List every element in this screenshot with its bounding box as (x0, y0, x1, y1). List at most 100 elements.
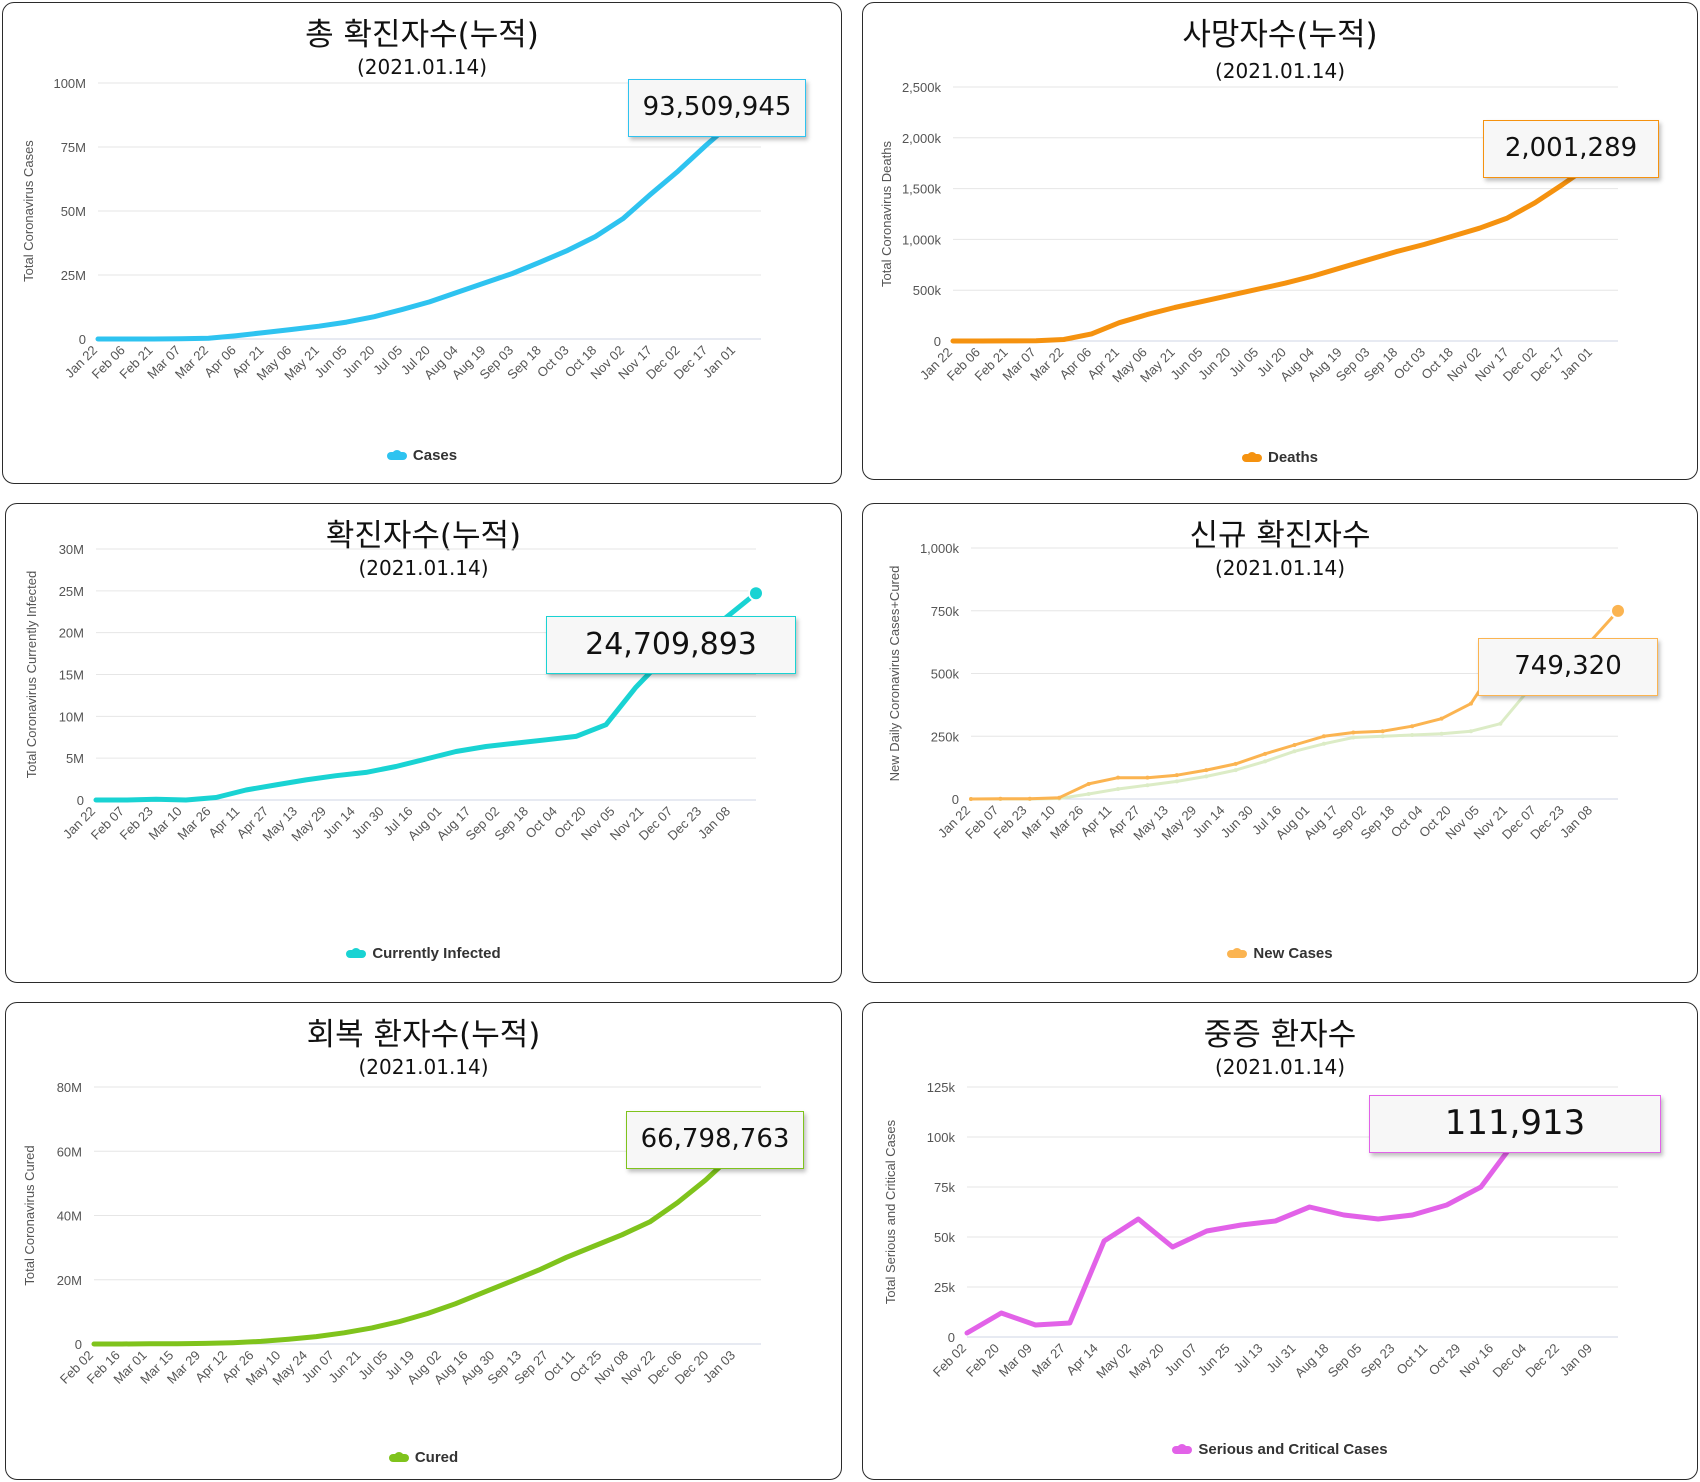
y-tick-label: 500k (931, 667, 960, 682)
data-point (1422, 242, 1427, 247)
data-point (510, 271, 515, 276)
data-point (1034, 338, 1039, 343)
y-tick-label: 15M (59, 668, 84, 683)
chart-date: (2021.01.14) (1214, 59, 1346, 83)
data-point (1341, 1213, 1346, 1217)
legend-swatch (346, 948, 367, 959)
x-tick-label: Feb 20 (963, 1341, 1002, 1380)
data-point (1200, 299, 1205, 304)
x-tick-label: Mar 27 (1029, 1341, 1068, 1380)
chart-title: 회복 환자수(누적) (306, 1017, 541, 1053)
data-point (454, 749, 458, 754)
y-tick-label: 750k (931, 604, 960, 619)
data-point (1439, 716, 1444, 721)
data-point (397, 1319, 402, 1324)
data-point (175, 1341, 180, 1346)
data-point (1478, 1185, 1483, 1189)
data-point (1444, 1203, 1449, 1207)
data-point (334, 773, 338, 778)
chart-legend[interactable]: New Cases (863, 945, 1697, 962)
data-point (1116, 786, 1121, 791)
chart-legend[interactable]: Currently Infected (6, 945, 841, 962)
data-point (286, 1337, 291, 1342)
data-point (1170, 1245, 1175, 1249)
y-axis-label: Total Coronavirus Cured (22, 1145, 37, 1285)
x-tick-label: Sep 05 (1325, 1341, 1365, 1381)
data-point (481, 1290, 486, 1295)
x-tick-label: Jun 25 (1194, 1341, 1232, 1379)
chart-legend[interactable]: Deaths (863, 449, 1697, 466)
data-point (274, 782, 278, 787)
legend-label: Serious and Critical Cases (1198, 1441, 1388, 1458)
data-point (1136, 1217, 1141, 1221)
y-axis-label: Total Serious and Critical Cases (883, 1119, 898, 1304)
x-tick-label: Dec 22 (1522, 1341, 1562, 1381)
chart-legend[interactable]: Cases (3, 447, 841, 464)
data-point (119, 1342, 124, 1346)
chart-legend[interactable]: Cured (6, 1449, 841, 1466)
x-tick-label: Jan 09 (1557, 1341, 1595, 1379)
y-tick-label: 1,500k (902, 182, 942, 197)
data-point (1027, 796, 1032, 801)
y-tick-label: 0 (948, 1330, 955, 1345)
x-tick-label: May 02 (1093, 1341, 1134, 1382)
data-point (1477, 226, 1482, 231)
data-point (634, 685, 638, 690)
data-point (1204, 1229, 1209, 1233)
x-tick-label: Jul 05 (370, 343, 405, 378)
y-axis-label: Total Coronavirus Deaths (879, 141, 894, 287)
data-point (1351, 730, 1356, 735)
chart-date: (2021.01.14) (358, 1055, 489, 1079)
data-point (1117, 320, 1122, 325)
data-point (1263, 751, 1268, 756)
data-point (1311, 273, 1316, 278)
highlight-marker[interactable] (748, 585, 764, 602)
data-point (969, 797, 973, 801)
data-point (1086, 791, 1091, 796)
data-point (147, 1341, 152, 1346)
data-point (538, 260, 542, 265)
chart-title: 확진자수(누적) (325, 518, 522, 554)
data-point (289, 327, 294, 332)
x-tick-label: Oct 11 (1393, 1341, 1430, 1378)
data-point (123, 337, 128, 341)
legend-swatch (386, 450, 407, 461)
chart-legend[interactable]: Serious and Critical Cases (863, 1441, 1697, 1458)
data-point (1033, 1323, 1038, 1327)
y-tick-label: 0 (79, 332, 86, 347)
data-point (514, 741, 518, 746)
data-point (234, 333, 239, 338)
data-point (1366, 257, 1371, 262)
data-point (1228, 293, 1233, 298)
data-point (1086, 781, 1091, 786)
y-tick-label: 40M (57, 1209, 82, 1224)
data-point (1102, 1239, 1107, 1243)
data-point (1292, 749, 1297, 754)
chart-date: (2021.01.14) (1214, 556, 1346, 580)
y-axis-label: New Daily Coronavirus Cases+Cured (887, 566, 902, 782)
y-tick-label: 20M (59, 626, 84, 641)
data-point (1233, 761, 1238, 766)
data-point (1380, 729, 1385, 734)
data-point (564, 1255, 569, 1260)
data-point (151, 337, 156, 341)
y-tick-label: 125k (927, 1080, 956, 1095)
y-tick-label: 10M (59, 709, 84, 724)
x-tick-label: Jul 13 (1231, 1341, 1266, 1376)
chart-panel-total-cases: 총 확진자수(누적) (2021.01.14) 0 25M 50M 75M 100M To… (2, 2, 842, 484)
data-point (261, 330, 266, 335)
x-tick-label: Nov 16 (1457, 1341, 1497, 1381)
y-tick-label: 30M (59, 542, 84, 557)
data-point (399, 307, 404, 312)
y-tick-label: 20M (57, 1273, 82, 1288)
chart-title: 총 확진자수(누적) (305, 17, 539, 53)
value-tooltip: 93,509,945 (628, 79, 806, 137)
x-tick-label: Jul 05 (1226, 345, 1261, 380)
value-tooltip: 24,709,893 (546, 616, 796, 674)
x-tick-label: Oct 04 (522, 804, 560, 842)
data-point (1204, 768, 1209, 773)
legend-swatch (1172, 1444, 1193, 1455)
y-axis-label: Total Coronavirus Currently Infected (24, 571, 39, 778)
data-point (1321, 734, 1326, 739)
highlight-marker[interactable] (1610, 602, 1626, 619)
